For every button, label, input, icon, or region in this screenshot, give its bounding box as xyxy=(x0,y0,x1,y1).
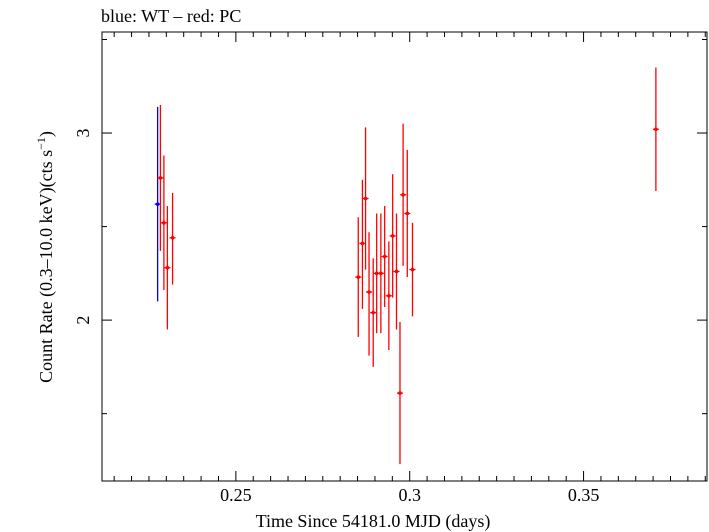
y-tick-label: 3 xyxy=(73,129,93,138)
data-point xyxy=(363,196,368,201)
data-point xyxy=(155,202,160,206)
y-axis-label-main: Count Rate (0.3–10.0 keV)(cts s xyxy=(36,150,57,383)
x-tick-label: 0.3 xyxy=(398,485,421,505)
x-tick-label: 0.35 xyxy=(568,485,600,505)
data-point xyxy=(165,265,170,270)
data-point xyxy=(401,192,405,197)
axis-ticks xyxy=(102,32,707,481)
x-axis-label: Time Since 54181.0 MJD (days) xyxy=(256,511,491,532)
data-point xyxy=(356,275,361,279)
data-point xyxy=(371,310,376,315)
x-tick-label: 0.25 xyxy=(220,485,252,505)
data-point xyxy=(374,271,379,276)
data-point xyxy=(162,221,166,225)
chart-title: blue: WT – red: PC xyxy=(101,6,241,26)
series-wt xyxy=(154,106,161,302)
data-point xyxy=(390,234,395,238)
data-point xyxy=(405,211,410,216)
data-point xyxy=(170,235,175,240)
data-point xyxy=(158,176,163,180)
y-tick-label: 2 xyxy=(73,316,93,325)
data-point xyxy=(360,241,365,246)
data-point xyxy=(410,267,415,272)
plot-frame xyxy=(101,31,708,482)
data-point xyxy=(394,269,399,274)
x-tick-labels: 0.25 0.3 0.35 xyxy=(220,485,599,505)
y-tick-labels: 23 xyxy=(73,129,93,325)
data-point xyxy=(379,271,383,276)
data-point xyxy=(367,290,371,294)
y-axis-label-close: ) xyxy=(36,131,57,137)
data-point xyxy=(654,127,658,132)
data-point xyxy=(382,254,387,259)
data-point xyxy=(398,391,402,395)
y-axis-label: Count Rate (0.3–10.0 keV)(cts s−1) xyxy=(34,131,57,383)
data-points xyxy=(154,67,659,465)
series-pc xyxy=(157,67,659,465)
data-point xyxy=(387,293,391,298)
y-axis-label-superscript: −1 xyxy=(34,137,48,150)
